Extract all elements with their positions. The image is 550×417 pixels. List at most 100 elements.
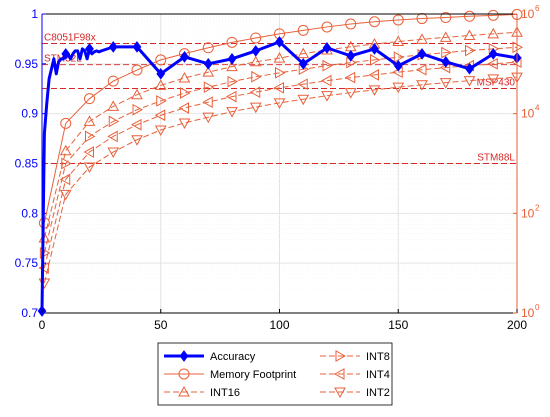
right-tick-exponent: 2	[535, 203, 540, 212]
accuracy-point	[441, 56, 451, 68]
legend-label: Memory Footprint	[210, 369, 296, 381]
accuracy-point	[108, 41, 118, 53]
series-point-int8	[251, 70, 262, 83]
series-point-int8	[465, 44, 476, 57]
series-point-int16	[439, 31, 452, 42]
series-point-memory-footprint	[84, 93, 95, 105]
series-point-int2	[344, 88, 357, 99]
legend-label: Accuracy	[210, 351, 256, 363]
series-point-memory-footprint	[345, 18, 357, 30]
series-point-int8	[322, 59, 334, 72]
series-point-int2	[416, 80, 428, 91]
series-point-int8	[132, 103, 144, 116]
series-point-int2	[273, 98, 286, 109]
series-point-memory-footprint	[440, 12, 452, 24]
series-point-int16	[59, 144, 72, 156]
series-point-int4	[202, 96, 213, 109]
series-point-int16	[273, 52, 286, 63]
series-point-int16	[202, 66, 215, 77]
series-point-int8	[39, 247, 51, 259]
series-point-memory-footprint	[321, 21, 333, 33]
accuracy-point	[488, 48, 498, 60]
series-line-int2	[43, 76, 518, 284]
legend-marker	[333, 368, 345, 380]
series-point-memory-footprint	[131, 64, 143, 76]
accuracy-point	[156, 67, 166, 80]
accuracy-point	[61, 48, 71, 60]
series-point-int2	[202, 112, 215, 124]
legend-label: INT2	[366, 387, 390, 399]
series-point-int16	[416, 33, 428, 44]
right-tick-label: 10	[521, 107, 535, 121]
legend-marker	[334, 387, 346, 399]
series-point-int4	[249, 86, 261, 99]
series-point-int16	[178, 71, 191, 83]
legend-marker	[178, 368, 190, 380]
accuracy-point	[298, 57, 308, 70]
series-point-int8	[61, 157, 72, 170]
series-point-memory-footprint	[464, 10, 475, 22]
right-tick-exponent: 6	[535, 4, 540, 13]
left-tick-label: 1	[31, 7, 38, 21]
series-point-int8	[180, 87, 191, 99]
series-point-memory-footprint	[107, 75, 119, 87]
reference-label: STM88L	[477, 153, 515, 164]
series-point-memory-footprint	[226, 36, 238, 48]
series-point-int8	[203, 81, 215, 94]
series-point-int8	[393, 51, 405, 64]
accuracy-point	[465, 62, 474, 75]
series-point-memory-footprint	[202, 42, 214, 54]
series-point-int16	[154, 79, 167, 90]
series-point-int2	[131, 135, 143, 146]
series-point-memory-footprint	[60, 117, 72, 129]
series-point-int4	[344, 71, 356, 84]
series-point-int8	[441, 46, 452, 59]
accuracy-point	[417, 48, 427, 60]
series-point-int16	[107, 100, 120, 111]
series-point-int2	[463, 76, 476, 87]
series-point-int2	[392, 82, 405, 94]
x-tick-label: 0	[39, 318, 46, 332]
series-point-int16	[226, 60, 238, 72]
accuracy-line	[40, 40, 518, 312]
series-point-int2	[154, 125, 167, 137]
accuracy-point	[180, 51, 189, 63]
series-point-int2	[178, 118, 191, 130]
series-point-int16	[83, 115, 96, 126]
right-tick-label: 10	[521, 306, 535, 320]
series-point-memory-footprint	[487, 9, 499, 21]
series-point-int4	[297, 78, 308, 91]
series-point-int4	[154, 109, 166, 122]
series-point-int16	[131, 88, 143, 100]
series-point-int8	[85, 130, 96, 143]
series-point-int4	[59, 173, 71, 186]
accuracy-point	[393, 59, 403, 72]
series-point-int4	[273, 81, 284, 94]
series-point-int2	[439, 78, 452, 89]
accuracy-point	[85, 43, 94, 55]
legend-marker	[179, 350, 189, 362]
series-point-int4	[368, 69, 379, 81]
series-point-int2	[321, 91, 333, 102]
series-point-int4	[130, 118, 142, 131]
left-tick-label: 0.7	[21, 306, 38, 320]
series-point-int8	[370, 54, 381, 66]
series-line-int8	[43, 46, 518, 254]
reference-label: MSP430	[477, 77, 516, 88]
right-tick-label: 10	[521, 7, 535, 21]
series-point-int16	[392, 35, 405, 47]
series-point-int8	[275, 66, 286, 79]
left-tick-label: 0.75	[15, 256, 39, 270]
left-tick-label: 0.9	[21, 107, 38, 121]
series-point-int2	[368, 85, 381, 96]
series-point-int2	[107, 147, 120, 159]
series-point-memory-footprint	[155, 54, 167, 66]
series-point-int2	[59, 189, 72, 201]
series-point-int16	[463, 29, 476, 41]
legend-label: INT8	[366, 351, 390, 363]
accuracy-point	[227, 53, 237, 65]
left-tick-label: 0.95	[15, 57, 39, 71]
series-point-memory-footprint	[297, 24, 309, 36]
